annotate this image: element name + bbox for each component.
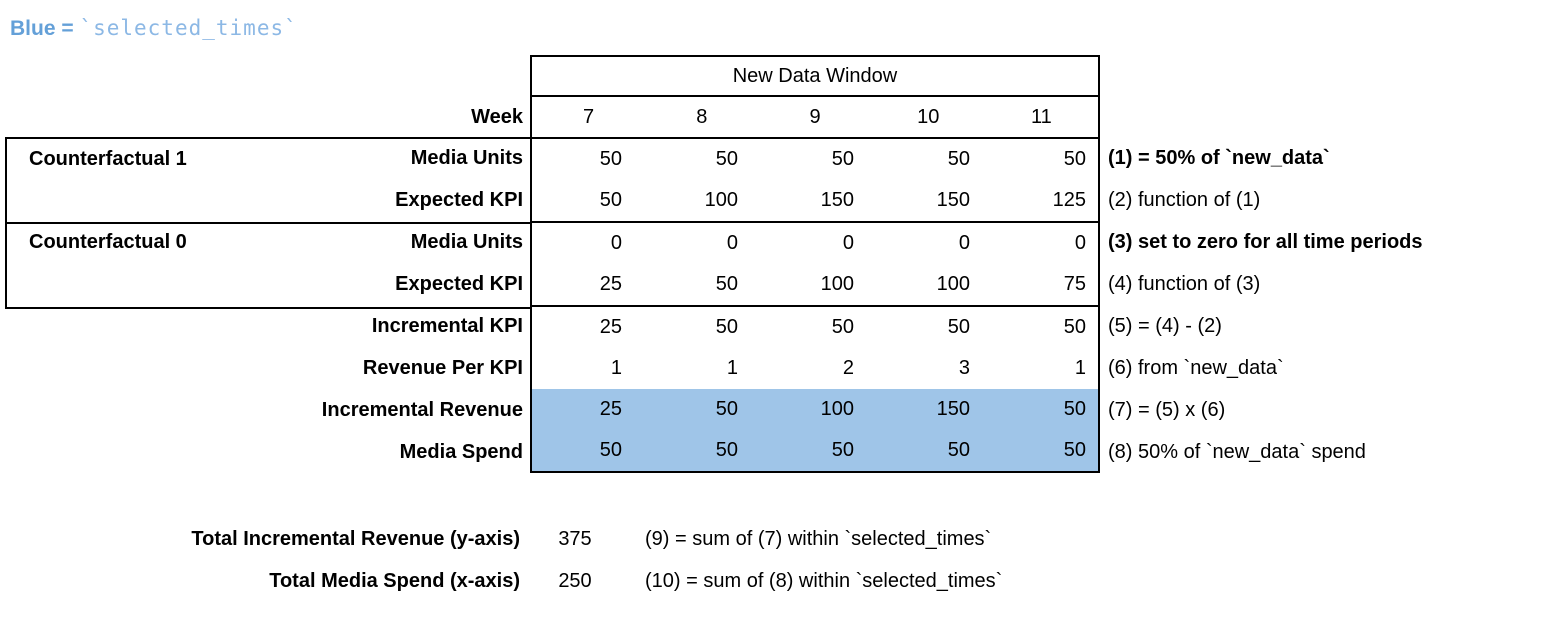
table-cell: 50 — [1063, 148, 1086, 170]
table-row: 50 50 50 50 50 — [532, 139, 1098, 180]
row-label-7: Media Spend — [399, 440, 523, 463]
table-cell: 50 — [947, 316, 970, 338]
counterfactual-0-label: Counterfactual 0 — [29, 231, 187, 253]
table-cell: 50 — [599, 148, 622, 170]
row-annotation-0: (1) = 50% of `new_data` — [1108, 146, 1330, 169]
table-cell: 50 — [715, 148, 738, 170]
table-cell: 50 — [1063, 398, 1086, 420]
week-cell-7: 7 — [583, 105, 595, 128]
week-cell-9: 9 — [809, 105, 821, 128]
table-cell: 25 — [599, 398, 622, 420]
row-label-2: Media Units — [410, 230, 523, 253]
row-annotation-3: (4) function of (3) — [1108, 272, 1261, 295]
total-incremental-revenue-line: Total Incremental Revenue (y-axis) 375 (… — [0, 523, 1544, 555]
table-cell: 100 — [820, 398, 854, 420]
counterfactual-1-box: Counterfactual 1 — [5, 137, 532, 224]
row-label-column: Media Units Expected KPI Media Units Expect… — [0, 137, 523, 473]
table-cell: 50 — [1063, 316, 1086, 338]
table-cell: 3 — [958, 357, 970, 379]
row-annotation-4: (5) = (4) - (2) — [1108, 314, 1222, 337]
table-cell: 0 — [958, 232, 970, 254]
table-cell: 150 — [936, 189, 970, 211]
row-annotation-2: (3) set to zero for all time periods — [1108, 230, 1423, 253]
legend: Blue = `selected_times` — [10, 16, 298, 41]
table-row: 0 0 0 0 0 — [532, 223, 1098, 264]
row-label-6: Incremental Revenue — [321, 398, 523, 421]
table-cell: 0 — [726, 232, 738, 254]
week-cell-8: 8 — [696, 105, 708, 128]
row-label-4: Incremental KPI — [371, 314, 523, 337]
table-cell: 0 — [610, 232, 622, 254]
legend-code: `selected_times` — [79, 16, 298, 40]
new-data-window-header: New Data Window — [530, 55, 1100, 97]
total-media-spend-label: Total Media Spend (x-axis) — [269, 569, 520, 592]
table-cell: 150 — [936, 398, 970, 420]
table-cell: 50 — [715, 316, 738, 338]
total-incremental-revenue-value: 375 — [558, 527, 592, 550]
table-row: 50 50 50 50 50 — [532, 430, 1098, 471]
row-label-3: Expected KPI — [395, 272, 523, 295]
table-cell: 50 — [831, 148, 854, 170]
table-cell: 100 — [936, 273, 970, 295]
row-annotation-6: (7) = (5) x (6) — [1108, 398, 1226, 421]
table-cell: 50 — [715, 398, 738, 420]
total-media-spend-line: Total Media Spend (x-axis) 250 (10) = su… — [0, 565, 1544, 597]
total-media-spend-annotation: (10) = sum of (8) within `selected_times… — [645, 569, 1003, 592]
table-row: 1 1 2 3 1 — [532, 348, 1098, 389]
table-cell: 50 — [947, 439, 970, 461]
table-row: 25 50 100 100 75 — [532, 264, 1098, 307]
legend-prefix: Blue = — [10, 17, 74, 40]
table-cell: 50 — [1063, 439, 1086, 461]
table-row: 25 50 100 150 50 — [532, 389, 1098, 430]
table-cell: 50 — [715, 273, 738, 295]
table-cell: 50 — [599, 189, 622, 211]
table-cell: 50 — [715, 439, 738, 461]
table-cell: 2 — [842, 357, 854, 379]
counterfactual-1-label: Counterfactual 1 — [29, 148, 187, 170]
row-annotation-7: (8) 50% of `new_data` spend — [1108, 440, 1366, 463]
row-label-0: Media Units — [410, 146, 523, 169]
table-row: 25 50 50 50 50 — [532, 307, 1098, 348]
table-cell: 100 — [704, 189, 738, 211]
week-cell-11: 11 — [1031, 105, 1052, 128]
table-cell: 100 — [820, 273, 854, 295]
table-cell: 50 — [599, 439, 622, 461]
table-cell: 50 — [947, 148, 970, 170]
table-cell: 125 — [1052, 189, 1086, 211]
table-cell: 1 — [1074, 357, 1086, 379]
row-annotation-1: (2) function of (1) — [1108, 188, 1261, 211]
total-incremental-revenue-annotation: (9) = sum of (7) within `selected_times` — [645, 527, 992, 550]
table-row: 50 100 150 150 125 — [532, 180, 1098, 223]
counterfactual-0-box: Counterfactual 0 — [5, 222, 532, 309]
total-incremental-revenue-label: Total Incremental Revenue (y-axis) — [191, 527, 520, 550]
week-cells: 7 8 9 10 11 — [530, 97, 1100, 137]
week-label: Week — [471, 105, 523, 128]
table-cell: 25 — [599, 273, 622, 295]
row-annotation-5: (6) from `new_data` — [1108, 356, 1284, 379]
table-cell: 0 — [1074, 232, 1086, 254]
total-media-spend-value: 250 — [558, 569, 592, 592]
row-label-5: Revenue Per KPI — [362, 356, 523, 379]
table-cell: 150 — [820, 189, 854, 211]
table-cell: 0 — [842, 232, 854, 254]
table-cell: 75 — [1063, 273, 1086, 295]
table-cell: 1 — [610, 357, 622, 379]
table-cell: 1 — [726, 357, 738, 379]
week-cell-10: 10 — [917, 105, 940, 128]
table-cell: 25 — [599, 316, 622, 338]
row-label-1: Expected KPI — [395, 188, 523, 211]
table-cell: 50 — [831, 439, 854, 461]
table-cell: 50 — [831, 316, 854, 338]
annotation-column: (1) = 50% of `new_data` (2) function of (… — [1108, 137, 1544, 473]
table-body: 50 50 50 50 50 50 100 150 150 125 0 0 0 0 0 25 50 100 100 7… — [530, 137, 1100, 473]
